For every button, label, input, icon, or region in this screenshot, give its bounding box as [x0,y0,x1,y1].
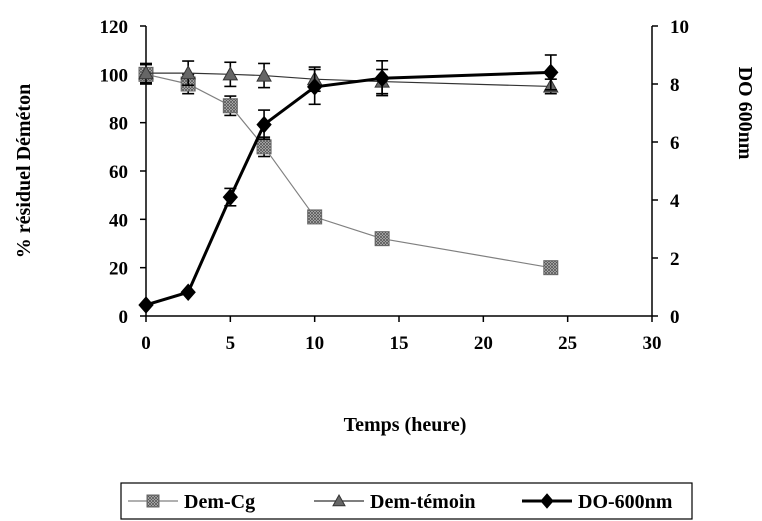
data-point [180,65,197,80]
y-left-tick-label: 80 [109,114,128,135]
data-point [256,115,272,134]
y-left-tick-label: 100 [100,65,129,86]
y-left-ticks: 0 20 40 60 80 100 120 [100,17,146,328]
y-left-axis-title: % résiduel Déméton [13,84,35,258]
legend-entry: Dem-témoin [314,491,476,513]
x-tick-label: 20 [474,333,493,354]
data-point [138,65,154,80]
y-left-tick-label: 120 [100,17,129,38]
x-tick-label: 30 [643,333,662,354]
series-layer [138,54,559,314]
data-point [256,139,272,155]
data-point [138,296,154,314]
x-tick-label: 25 [558,333,577,354]
legend-label: Dem-Cg [184,491,255,513]
y-right-tick-label: 2 [670,249,680,270]
legend-entry: DO-600nm [522,491,673,513]
y-left-tick-label: 20 [109,259,128,280]
data-point [543,63,559,82]
legend-entry: Dem-Cg [128,491,255,513]
data-point [222,66,239,81]
legend-label: Dem-témoin [370,491,476,513]
y-left-tick-label: 60 [109,162,128,183]
y-right-tick-label: 6 [670,133,680,154]
legend-box [120,482,693,520]
data-point [222,98,238,114]
y-right-tick-label: 0 [670,307,680,328]
x-tick-label: 0 [141,333,151,354]
series-line [145,73,551,269]
legend-marker [146,494,160,508]
x-tick-label: 5 [226,333,236,354]
y-right-tick-label: 8 [670,75,680,96]
y-left-tick-label: 0 [119,307,129,328]
series-line [145,70,551,307]
series-Dem-témoin [138,60,559,95]
y-left-tick-label: 40 [109,210,128,231]
x-axis-title: Temps (heure) [344,414,467,436]
series-Dem-Cg [138,63,559,276]
data-point [374,231,390,247]
legend-marker [332,493,346,507]
y-right-tick-label: 4 [670,191,680,212]
legend-marker [540,493,554,509]
y-right-axis-title: DO 600nm [734,67,756,160]
data-point [543,260,559,276]
legend: Dem-Cg Dem-témoin DO-600nm [120,482,693,520]
x-ticks: 0 5 10 15 20 25 30 [141,316,662,354]
series-DO-600nm [138,54,559,314]
y-right-tick-label: 10 [670,17,689,38]
data-point [374,69,390,87]
x-tick-label: 15 [390,333,409,354]
data-point [222,188,238,206]
legend-label: DO-600nm [578,491,673,513]
data-point [256,67,272,82]
data-point [180,283,196,301]
x-tick-label: 10 [305,333,324,354]
y-right-ticks: 0 2 4 6 8 10 [652,17,689,328]
data-point [307,209,323,225]
data-point [307,78,323,96]
